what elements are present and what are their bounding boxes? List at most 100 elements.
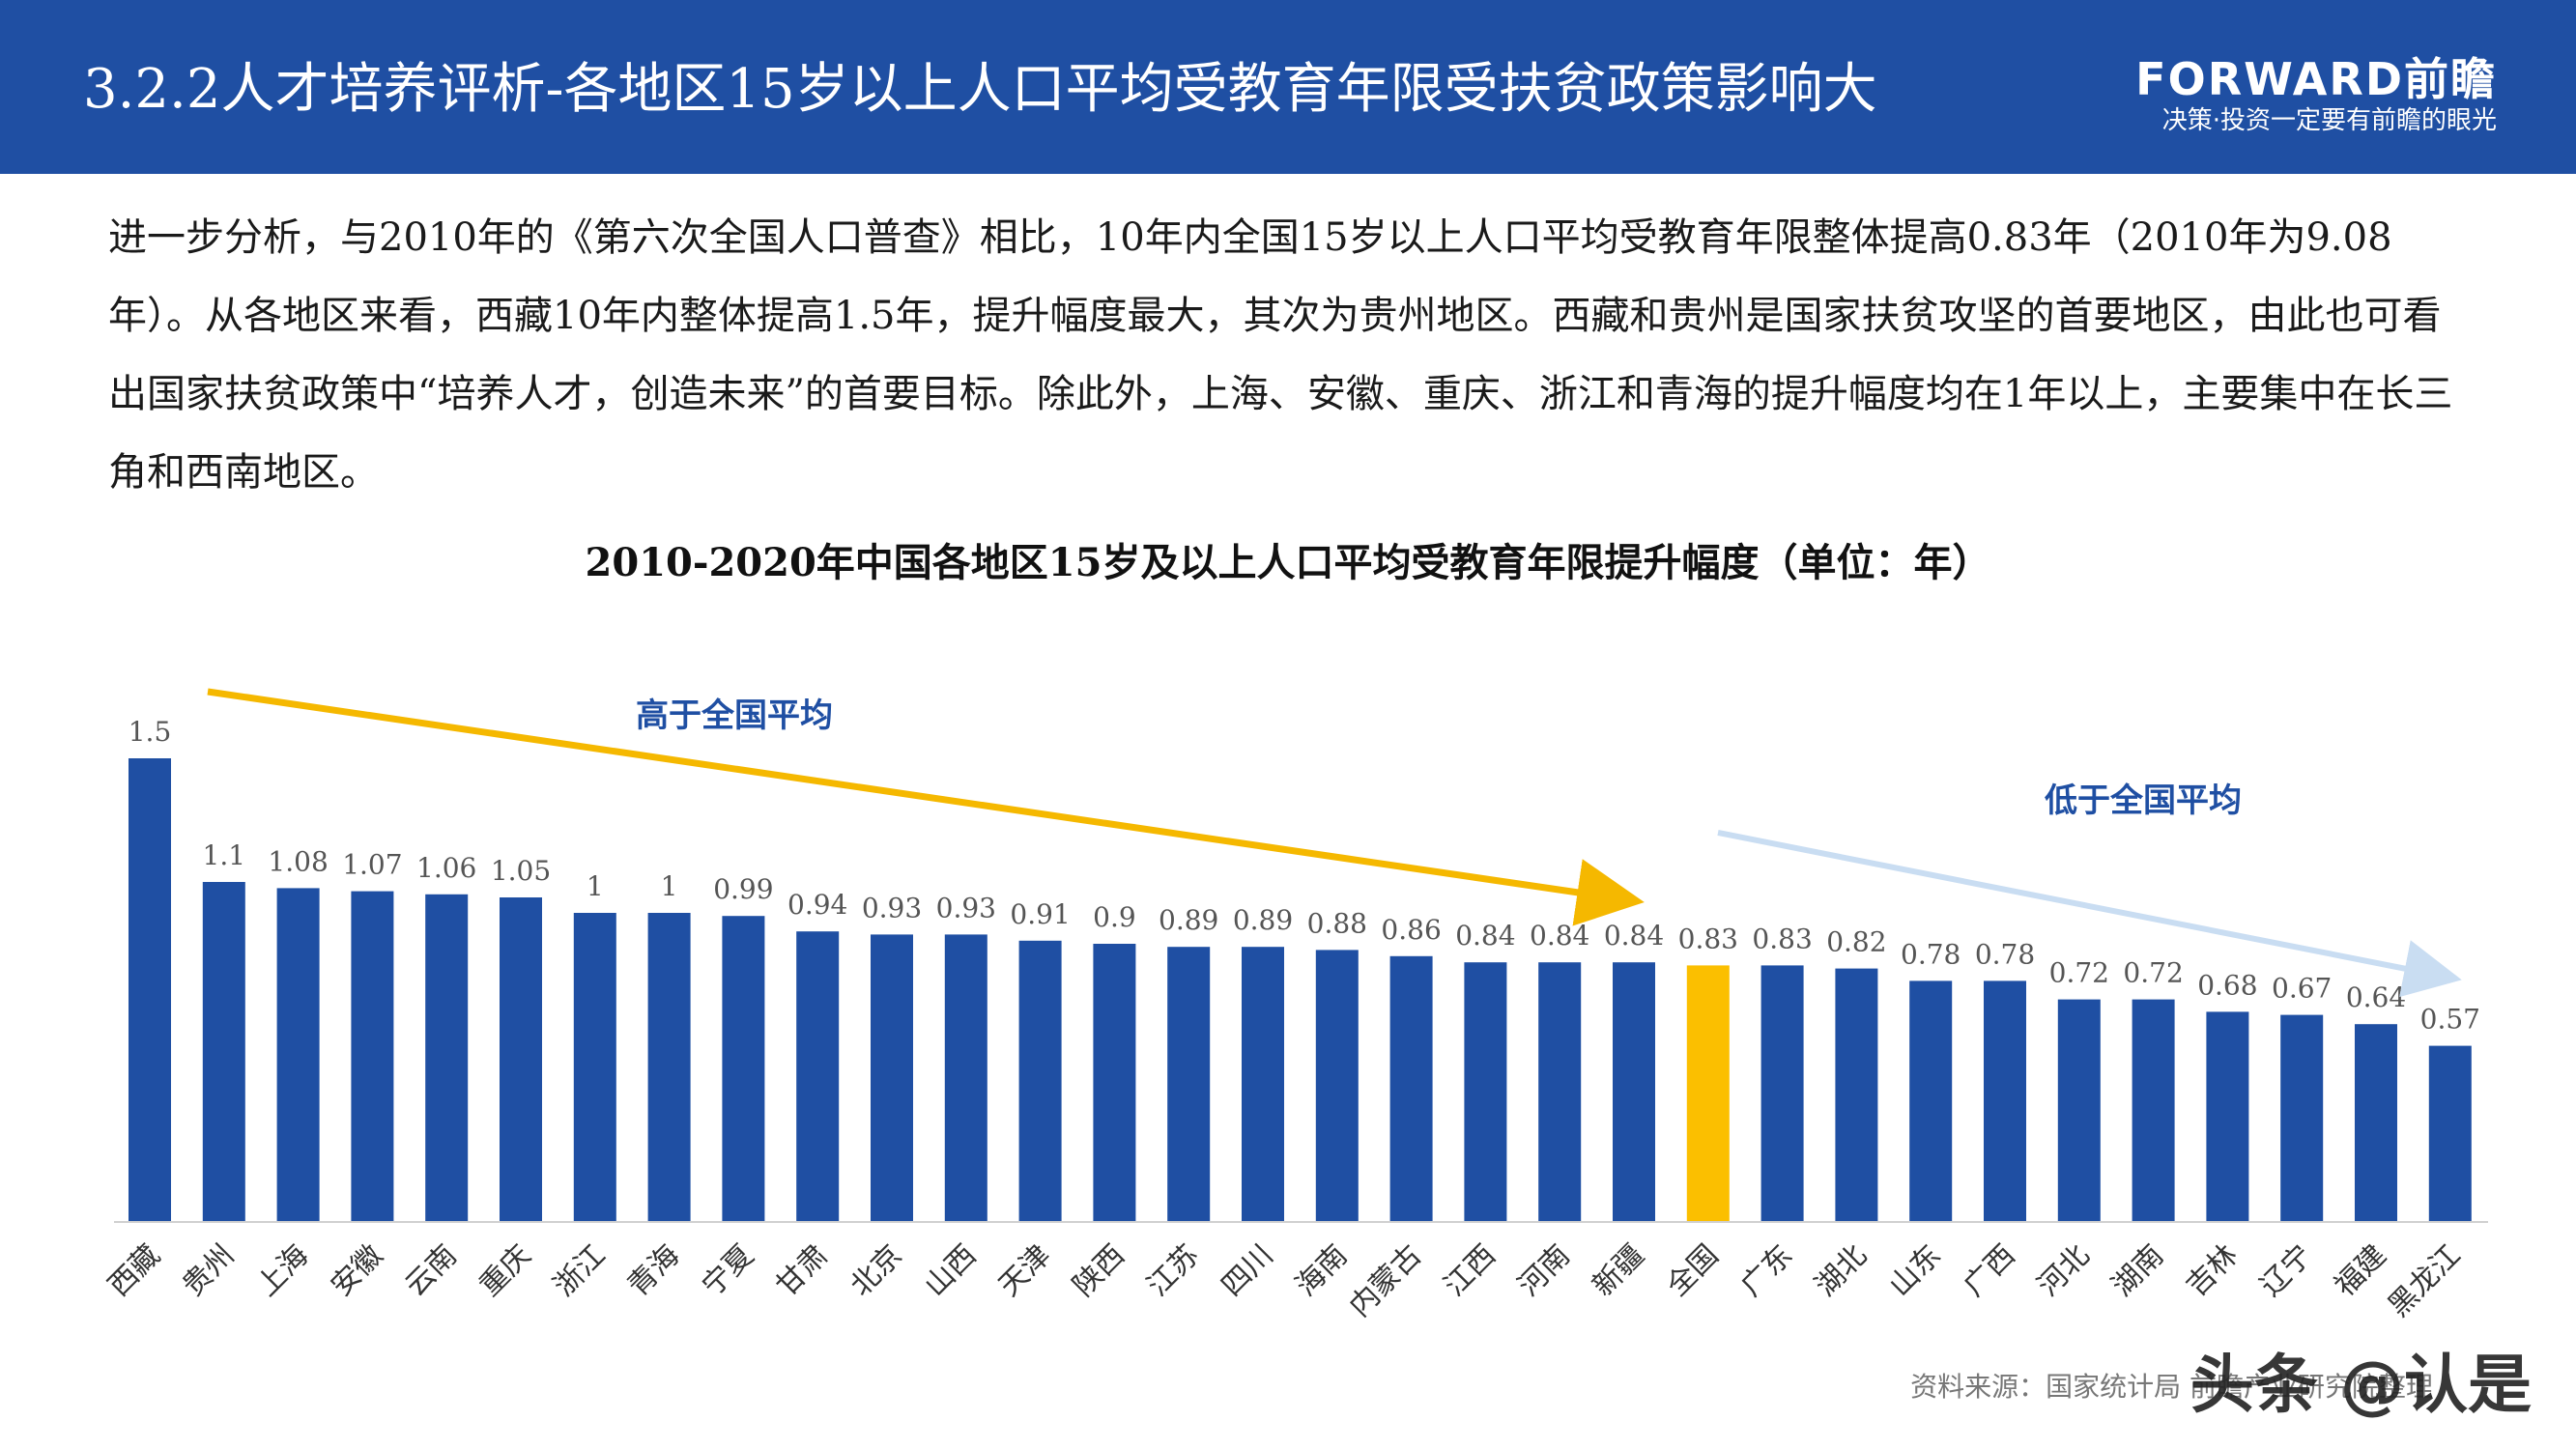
bar-27 xyxy=(2132,999,2175,1222)
value-label-17: 0.86 xyxy=(1381,914,1441,946)
intro-paragraph: 进一步分析，与2010年的《第六次全国人口普查》相比，10年内全国15岁以上人口… xyxy=(108,215,2453,495)
category-label-20: 新疆 xyxy=(1586,1238,1650,1303)
value-label-11: 0.93 xyxy=(936,892,996,923)
value-label-7: 1 xyxy=(661,870,678,902)
value-label-9: 0.94 xyxy=(787,889,847,921)
brand-slogan: 决策·投资一定要有前瞻的眼光 xyxy=(2161,106,2497,135)
category-label-18: 江西 xyxy=(1438,1238,1503,1303)
category-label-5: 重庆 xyxy=(472,1238,537,1303)
value-label-22: 0.83 xyxy=(1752,923,1812,954)
bar-19 xyxy=(1538,962,1582,1222)
value-label-18: 0.84 xyxy=(1455,920,1515,952)
bar-26 xyxy=(2057,999,2101,1222)
bar-11 xyxy=(944,934,987,1222)
value-label-6: 1 xyxy=(587,870,604,902)
bar-14 xyxy=(1167,947,1211,1222)
value-label-29: 0.67 xyxy=(2272,973,2332,1005)
category-label-16: 海南 xyxy=(1289,1238,1354,1303)
category-label-6: 浙江 xyxy=(547,1238,612,1303)
value-label-5: 1.05 xyxy=(491,855,551,887)
value-label-27: 0.72 xyxy=(2123,957,2183,989)
category-label-11: 山西 xyxy=(918,1238,983,1303)
value-label-1: 1.1 xyxy=(203,839,246,871)
category-label-10: 北京 xyxy=(844,1238,908,1303)
category-label-24: 山东 xyxy=(1883,1238,1948,1303)
bar-25 xyxy=(1984,980,2026,1222)
bar-29 xyxy=(2280,1014,2324,1222)
value-label-10: 0.93 xyxy=(862,892,922,923)
category-label-17: 内蒙古 xyxy=(1343,1238,1428,1323)
value-label-14: 0.89 xyxy=(1159,904,1218,936)
chart-title: 2010-2020年中国各地区15岁及以上人口平均受教育年限提升幅度（单位：年） xyxy=(585,540,1991,585)
bar-4 xyxy=(425,894,469,1222)
bar-20 xyxy=(1613,962,1655,1222)
value-label-13: 0.9 xyxy=(1093,901,1136,933)
value-label-21: 0.83 xyxy=(1678,923,1738,954)
bar-8 xyxy=(722,916,765,1222)
bar-21 xyxy=(1686,965,1730,1222)
category-label-31: 黑龙江 xyxy=(2382,1238,2467,1323)
bar-16 xyxy=(1315,950,1359,1222)
value-label-4: 1.06 xyxy=(416,852,476,884)
bar-3 xyxy=(351,891,394,1222)
bar-24 xyxy=(1909,980,1953,1222)
value-labels-layer: 1.5 1.1 1.08 1.07 1.06 1.05 1 1 0.99 0.94 0.93 0.93… xyxy=(129,716,2480,1036)
bar-6 xyxy=(573,913,616,1222)
bar-10 xyxy=(871,934,913,1222)
below-average-arrow xyxy=(1717,830,2462,998)
value-label-3: 1.07 xyxy=(342,849,402,881)
source-note: 资料来源：国家统计局 前瞻产业研究院整理 xyxy=(1910,1371,2433,1403)
category-label-30: 福建 xyxy=(2328,1238,2392,1303)
bar-15 xyxy=(1242,947,1284,1222)
category-label-27: 湖南 xyxy=(2105,1238,2170,1303)
bar-31 xyxy=(2428,1045,2472,1222)
header-bar: 3.2.2人才培养评析-各地区15岁以上人口平均受教育年限受扶贫政策影响大 FO… xyxy=(0,0,2576,174)
value-label-19: 0.84 xyxy=(1530,920,1589,952)
bar-13 xyxy=(1093,944,1136,1222)
value-label-28: 0.68 xyxy=(2197,969,2257,1001)
bar-1 xyxy=(202,882,245,1222)
category-label-12: 天津 xyxy=(992,1238,1057,1303)
category-label-0: 西藏 xyxy=(101,1238,166,1303)
category-label-26: 河北 xyxy=(2031,1238,2096,1303)
category-label-23: 湖北 xyxy=(1809,1238,1874,1303)
page-title: 3.2.2人才培养评析-各地区15岁以上人口平均受教育年限受扶贫政策影响大 xyxy=(83,58,1877,121)
value-label-30: 0.64 xyxy=(2346,981,2406,1013)
value-label-24: 0.78 xyxy=(1901,938,1961,970)
category-label-7: 青海 xyxy=(621,1238,686,1303)
below-average-label: 低于全国平均 xyxy=(2045,781,2242,820)
value-label-23: 0.82 xyxy=(1826,926,1886,958)
watermark: 头条 @认是 xyxy=(2190,1348,2532,1422)
category-label-8: 宁夏 xyxy=(696,1238,760,1303)
above-average-label: 高于全国平均 xyxy=(636,696,833,735)
category-label-25: 广西 xyxy=(1957,1238,2021,1303)
bars-layer xyxy=(129,758,2472,1222)
category-label-3: 安徽 xyxy=(325,1238,389,1303)
value-label-20: 0.84 xyxy=(1604,920,1664,952)
bar-30 xyxy=(2355,1024,2397,1222)
value-label-16: 0.88 xyxy=(1307,907,1367,939)
category-label-28: 吉林 xyxy=(2180,1238,2245,1303)
brand-logo: FORWARD前瞻 xyxy=(2135,53,2497,105)
value-label-25: 0.78 xyxy=(1975,938,2035,970)
bar-17 xyxy=(1389,955,1433,1222)
value-label-8: 0.99 xyxy=(713,873,773,905)
value-label-2: 1.08 xyxy=(268,845,328,877)
category-label-4: 云南 xyxy=(399,1238,464,1303)
category-label-15: 四川 xyxy=(1215,1238,1279,1303)
category-label-19: 河南 xyxy=(1512,1238,1577,1303)
bar-23 xyxy=(1835,968,1878,1222)
value-label-15: 0.89 xyxy=(1233,904,1293,936)
bar-2 xyxy=(276,888,320,1222)
bar-18 xyxy=(1464,962,1507,1222)
bar-12 xyxy=(1018,940,1062,1222)
category-label-14: 江苏 xyxy=(1141,1238,1206,1303)
category-label-29: 辽宁 xyxy=(2254,1238,2319,1303)
category-labels-layer: 西藏 贵州 上海 安徽 云南 重庆 浙江 青海 宁夏 甘肃 北京 山西 天津 陕西 江苏 四川 海南内蒙古 江西河… xyxy=(101,1238,2467,1323)
category-label-9: 甘肃 xyxy=(770,1238,835,1303)
bar-5 xyxy=(500,897,542,1222)
value-label-0: 1.5 xyxy=(129,716,172,748)
category-label-21: 全国 xyxy=(1660,1238,1725,1303)
bar-28 xyxy=(2206,1011,2249,1222)
